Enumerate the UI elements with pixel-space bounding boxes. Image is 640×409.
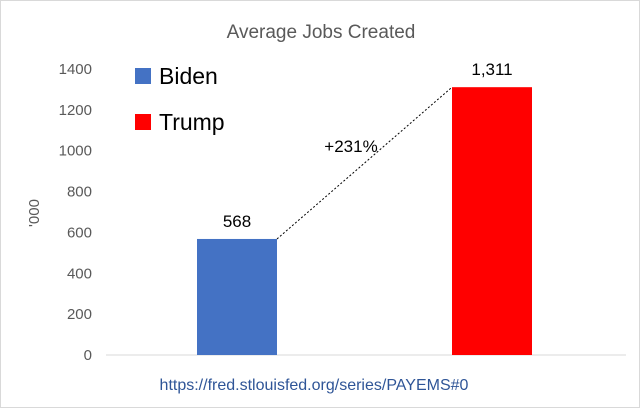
y-tick-label: 200 xyxy=(67,306,92,323)
y-tick-label: 1400 xyxy=(59,61,92,78)
comparison-connector-line xyxy=(276,86,453,240)
y-tick-label: 400 xyxy=(67,265,92,282)
chart-title: Average Jobs Created xyxy=(227,22,416,43)
y-tick-label: 1000 xyxy=(59,143,92,160)
y-tick-label: 1200 xyxy=(59,102,92,119)
bar-trump xyxy=(452,87,532,355)
y-tick-label: 800 xyxy=(67,184,92,201)
data-labels: 568 1,311 xyxy=(223,60,513,231)
data-label-biden: 568 xyxy=(223,212,251,231)
legend-swatch-biden xyxy=(135,68,151,84)
legend-label-trump: Trump xyxy=(159,109,225,135)
y-axis-ticks: 0 200 400 600 800 1000 1200 1400 xyxy=(59,61,92,364)
percent-change-annotation: +231% xyxy=(324,137,377,156)
data-label-trump: 1,311 xyxy=(471,60,512,79)
y-axis-label: '000 xyxy=(26,199,43,227)
bars xyxy=(197,87,532,355)
legend-label-biden: Biden xyxy=(159,63,218,89)
legend-swatch-trump xyxy=(135,114,151,130)
y-tick-label: 0 xyxy=(84,347,92,364)
source-url: https://fred.stlouisfed.org/series/PAYEM… xyxy=(160,377,469,394)
legend: Biden Trump xyxy=(135,63,225,135)
y-tick-label: 600 xyxy=(67,224,92,241)
bar-biden xyxy=(197,238,277,355)
